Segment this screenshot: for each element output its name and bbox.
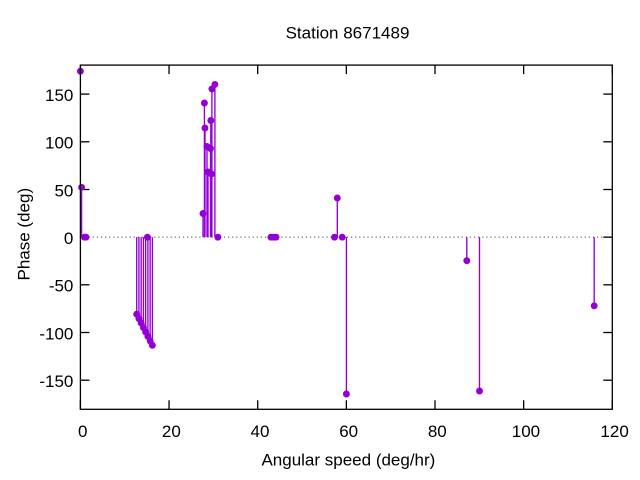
svg-text:60: 60 [339,422,358,441]
svg-text:Angular speed (deg/hr): Angular speed (deg/hr) [261,451,435,470]
svg-text:0: 0 [78,422,87,441]
svg-text:-100: -100 [39,324,73,343]
svg-text:150: 150 [45,86,73,105]
svg-text:Station 8671489: Station 8671489 [286,23,410,42]
svg-text:-150: -150 [39,372,73,391]
svg-text:100: 100 [512,422,540,441]
svg-text:20: 20 [162,422,181,441]
svg-text:Phase (deg): Phase (deg) [14,188,33,281]
svg-text:120: 120 [600,422,628,441]
svg-text:40: 40 [251,422,270,441]
svg-text:80: 80 [428,422,447,441]
svg-text:-50: -50 [49,277,74,296]
svg-text:50: 50 [54,181,73,200]
svg-text:0: 0 [64,229,73,248]
svg-text:100: 100 [45,134,73,153]
